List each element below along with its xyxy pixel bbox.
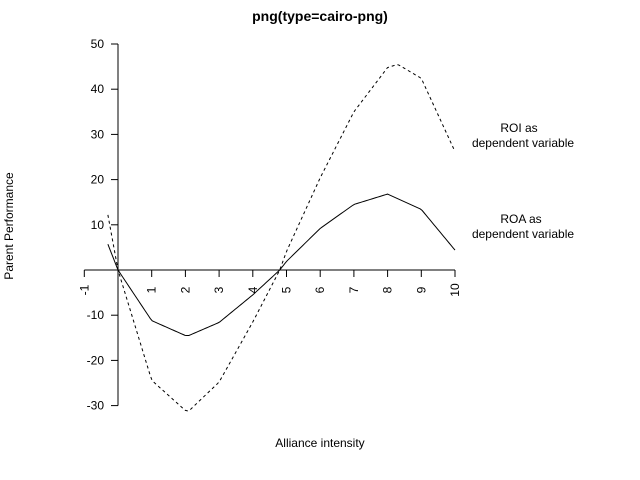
roi-annotation: ROI as dependent variable (472, 121, 574, 150)
y-tick-label: -20 (87, 353, 105, 367)
y-tick-label: -10 (87, 308, 105, 322)
roi-annotation-line-1: ROI as (500, 121, 537, 135)
x-tick-label: 5 (280, 286, 294, 293)
x-tick-label: 8 (381, 286, 395, 293)
x-tick-label: 3 (212, 286, 226, 293)
y-tick-label: 20 (91, 173, 105, 187)
axes-group: -1 1 2 3 4 5 6 7 8 9 10 50 40 30 20 10 -10 -20 -30 (77, 37, 462, 413)
y-tick-label: 50 (91, 37, 105, 51)
x-tick-label: 2 (178, 286, 192, 293)
y-tick-label: -30 (87, 399, 105, 413)
y-tick-label: 40 (91, 82, 105, 96)
roi-series-line (107, 63, 456, 412)
roa-annotation: ROA as dependent variable (472, 212, 574, 241)
y-tick-label: 30 (91, 127, 105, 141)
y-axis-label: Parent Performance (2, 172, 16, 280)
roa-annotation-line-1: ROA as (500, 212, 541, 226)
x-tick-label: 9 (414, 286, 428, 293)
x-tick-label: 4 (246, 286, 260, 293)
x-tick-label: 6 (313, 286, 327, 293)
x-tick-label: 1 (145, 286, 159, 293)
y-tick-label: 10 (91, 218, 105, 232)
roi-annotation-line-2: dependent variable (472, 136, 574, 150)
series-lines-group (107, 63, 456, 412)
x-tick-label: 7 (347, 286, 361, 293)
chart-title: png(type=cairo-png) (252, 8, 388, 24)
roa-annotation-line-2: dependent variable (472, 227, 574, 241)
roa-series-line (107, 193, 456, 337)
x-axis-label: Alliance intensity (275, 436, 364, 450)
x-tick-label: 10 (448, 283, 462, 297)
x-tick-label: -1 (77, 284, 91, 295)
